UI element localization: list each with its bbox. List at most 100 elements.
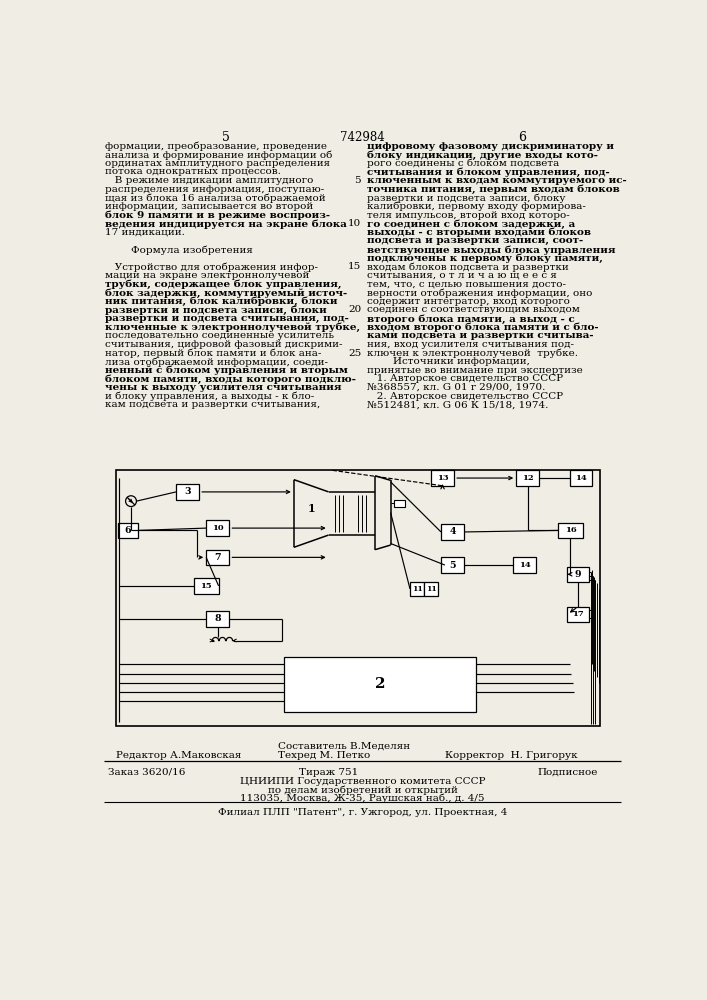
Bar — [115, 470, 600, 726]
Text: 11: 11 — [411, 585, 422, 593]
Text: ординатах амплитудного распределения: ординатах амплитудного распределения — [105, 159, 331, 168]
Bar — [516, 470, 539, 486]
Text: ключен к электроннолучевой  трубке.: ключен к электроннолучевой трубке. — [368, 349, 578, 358]
Text: формации, преобразование, проведение: формации, преобразование, проведение — [105, 142, 327, 151]
Bar — [441, 524, 464, 540]
Bar — [424, 582, 438, 596]
Text: блоком памяти, входы которого подклю-: блоком памяти, входы которого подклю- — [105, 374, 356, 384]
Text: 16: 16 — [565, 526, 576, 534]
Text: 1: 1 — [308, 503, 315, 514]
Text: 25: 25 — [348, 349, 361, 358]
Text: второго блока памяти, а выход - с: второго блока памяти, а выход - с — [368, 314, 575, 324]
Text: ветствующие выходы блока управления: ветствующие выходы блока управления — [368, 245, 616, 255]
Text: потока однократных процессов.: потока однократных процессов. — [105, 167, 281, 176]
Text: Источники информации,: Источники информации, — [368, 357, 530, 366]
Text: 13: 13 — [437, 474, 448, 482]
Text: развертки и подсвета записи, блоку: развертки и подсвета записи, блоку — [368, 193, 566, 203]
Text: входам блоков подсвета и развертки: входам блоков подсвета и развертки — [368, 262, 569, 272]
Text: 15: 15 — [348, 262, 361, 271]
Text: по делам изобретений и открытий: по делам изобретений и открытий — [268, 785, 457, 795]
Bar — [558, 523, 583, 538]
Text: рого соединены с блоком подсвета: рого соединены с блоком подсвета — [368, 159, 560, 168]
Text: считывания, о т л и ч а ю щ е е с я: считывания, о т л и ч а ю щ е е с я — [368, 271, 557, 280]
Text: развертки и подсвета считывания, под-: развертки и подсвета считывания, под- — [105, 314, 349, 323]
Text: 6: 6 — [518, 131, 527, 144]
Bar — [194, 578, 218, 594]
Text: Корректор  Н. Григорук: Корректор Н. Григорук — [445, 751, 578, 760]
Text: 2. Авторское свидетельство СССР: 2. Авторское свидетельство СССР — [368, 392, 563, 401]
Text: принятые во внимание при экспертизе: принятые во внимание при экспертизе — [368, 366, 583, 375]
Text: ЦНИИПИ Государственного комитета СССР: ЦНИИПИ Государственного комитета СССР — [240, 777, 486, 786]
Bar — [394, 500, 404, 507]
Text: Устройство для отображения инфор-: Устройство для отображения инфор- — [105, 262, 318, 272]
Text: го соединен с блоком задержки, а: го соединен с блоком задержки, а — [368, 219, 575, 229]
Text: 15: 15 — [200, 582, 212, 590]
Text: Подписное: Подписное — [538, 768, 598, 777]
Text: ключенные к электроннолучевой трубке,: ключенные к электроннолучевой трубке, — [105, 323, 361, 332]
Text: выходы - с вторыми входами блоков: выходы - с вторыми входами блоков — [368, 228, 591, 237]
Text: анализа и формирование информации об: анализа и формирование информации об — [105, 150, 333, 160]
Text: натор, первый блок памяти и блок ана-: натор, первый блок памяти и блок ана- — [105, 349, 322, 358]
Text: и блоку управления, а выходы - к бло-: и блоку управления, а выходы - к бло- — [105, 392, 315, 401]
Text: считывания и блоком управления, под-: считывания и блоком управления, под- — [368, 167, 610, 177]
Text: ками подсвета и развертки считыва-: ками подсвета и развертки считыва- — [368, 331, 594, 340]
Text: содержит интегратор, вход которого: содержит интегратор, вход которого — [368, 297, 571, 306]
Text: верности отображения информации, оно: верности отображения информации, оно — [368, 288, 592, 298]
Text: Редактор А.Маковская: Редактор А.Маковская — [115, 751, 241, 760]
Bar — [567, 567, 589, 582]
Text: Составитель В.Меделян: Составитель В.Меделян — [279, 741, 410, 750]
Bar — [118, 523, 138, 538]
Text: цифровому фазовому дискриминатору и: цифровому фазовому дискриминатору и — [368, 142, 614, 151]
Text: 2: 2 — [375, 677, 385, 691]
Text: 14: 14 — [519, 561, 530, 569]
Text: чены к выходу усилителя считывания: чены к выходу усилителя считывания — [105, 383, 342, 392]
Text: В режиме индикации амплитудного: В режиме индикации амплитудного — [105, 176, 314, 185]
Text: последовательно соединенные усилитель: последовательно соединенные усилитель — [105, 331, 334, 340]
Bar — [176, 484, 199, 500]
Bar — [206, 611, 230, 627]
Text: 9: 9 — [575, 570, 581, 579]
Bar — [206, 520, 230, 536]
Text: 3: 3 — [185, 487, 191, 496]
Text: 17: 17 — [572, 610, 584, 618]
Text: 11: 11 — [426, 585, 436, 593]
Text: Формула изобретения: Формула изобретения — [105, 245, 253, 255]
Text: 4: 4 — [450, 527, 456, 536]
Text: блоку индикации, другие входы кото-: блоку индикации, другие входы кото- — [368, 150, 598, 160]
Text: точника питания, первым входам блоков: точника питания, первым входам блоков — [368, 185, 620, 194]
Text: тем, что, с целью повышения досто-: тем, что, с целью повышения досто- — [368, 280, 566, 289]
Text: 6: 6 — [124, 526, 132, 535]
Text: информации, записывается во второй: информации, записывается во второй — [105, 202, 314, 211]
Bar — [284, 657, 476, 712]
Text: ведения индицируется на экране блока: ведения индицируется на экране блока — [105, 219, 347, 229]
Text: 10: 10 — [348, 219, 361, 228]
Text: Техред М. Петко: Техред М. Петко — [279, 751, 370, 760]
Bar — [513, 557, 537, 573]
Text: 17 индикации.: 17 индикации. — [105, 228, 185, 237]
Text: 5: 5 — [221, 131, 230, 144]
Text: 8: 8 — [214, 614, 221, 623]
Text: 20: 20 — [348, 305, 361, 314]
Text: теля импульсов, второй вход которо-: теля импульсов, второй вход которо- — [368, 211, 570, 220]
Text: 7: 7 — [214, 553, 221, 562]
Text: трубки, содержащее блок управления,: трубки, содержащее блок управления, — [105, 280, 342, 289]
Bar — [571, 470, 592, 486]
Text: щая из блока 16 анализа отображаемой: щая из блока 16 анализа отображаемой — [105, 193, 326, 203]
Text: подключены к первому блоку памяти,: подключены к первому блоку памяти, — [368, 254, 603, 263]
Text: соединен с соответствующим выходом: соединен с соответствующим выходом — [368, 305, 580, 314]
Text: №368557, кл. G 01 r 29/00, 1970.: №368557, кл. G 01 r 29/00, 1970. — [368, 383, 546, 392]
Text: лиза отображаемой информации, соеди-: лиза отображаемой информации, соеди- — [105, 357, 329, 367]
Text: ник питания, блок калибровки, блоки: ник питания, блок калибровки, блоки — [105, 297, 338, 306]
Text: Филиал ПЛП "Патент", г. Ужгород, ул. Проектная, 4: Филиал ПЛП "Патент", г. Ужгород, ул. Про… — [218, 808, 508, 817]
Text: развертки и подсвета записи, блоки: развертки и подсвета записи, блоки — [105, 305, 327, 315]
Text: 10: 10 — [212, 524, 223, 532]
Text: считывания, цифровой фазовый дискрими-: считывания, цифровой фазовый дискрими- — [105, 340, 343, 349]
Bar — [431, 470, 454, 486]
Text: подсвета и развертки записи, соот-: подсвета и развертки записи, соот- — [368, 236, 583, 245]
Text: блок задержки, коммутируемый источ-: блок задержки, коммутируемый источ- — [105, 288, 348, 298]
Text: входом второго блока памяти и с бло-: входом второго блока памяти и с бло- — [368, 323, 599, 332]
Text: 113035, Москва, Ж-35, Раушская наб., д. 4/5: 113035, Москва, Ж-35, Раушская наб., д. … — [240, 794, 485, 803]
Text: 12: 12 — [522, 474, 534, 482]
Bar — [206, 550, 230, 565]
Text: 14: 14 — [575, 474, 587, 482]
